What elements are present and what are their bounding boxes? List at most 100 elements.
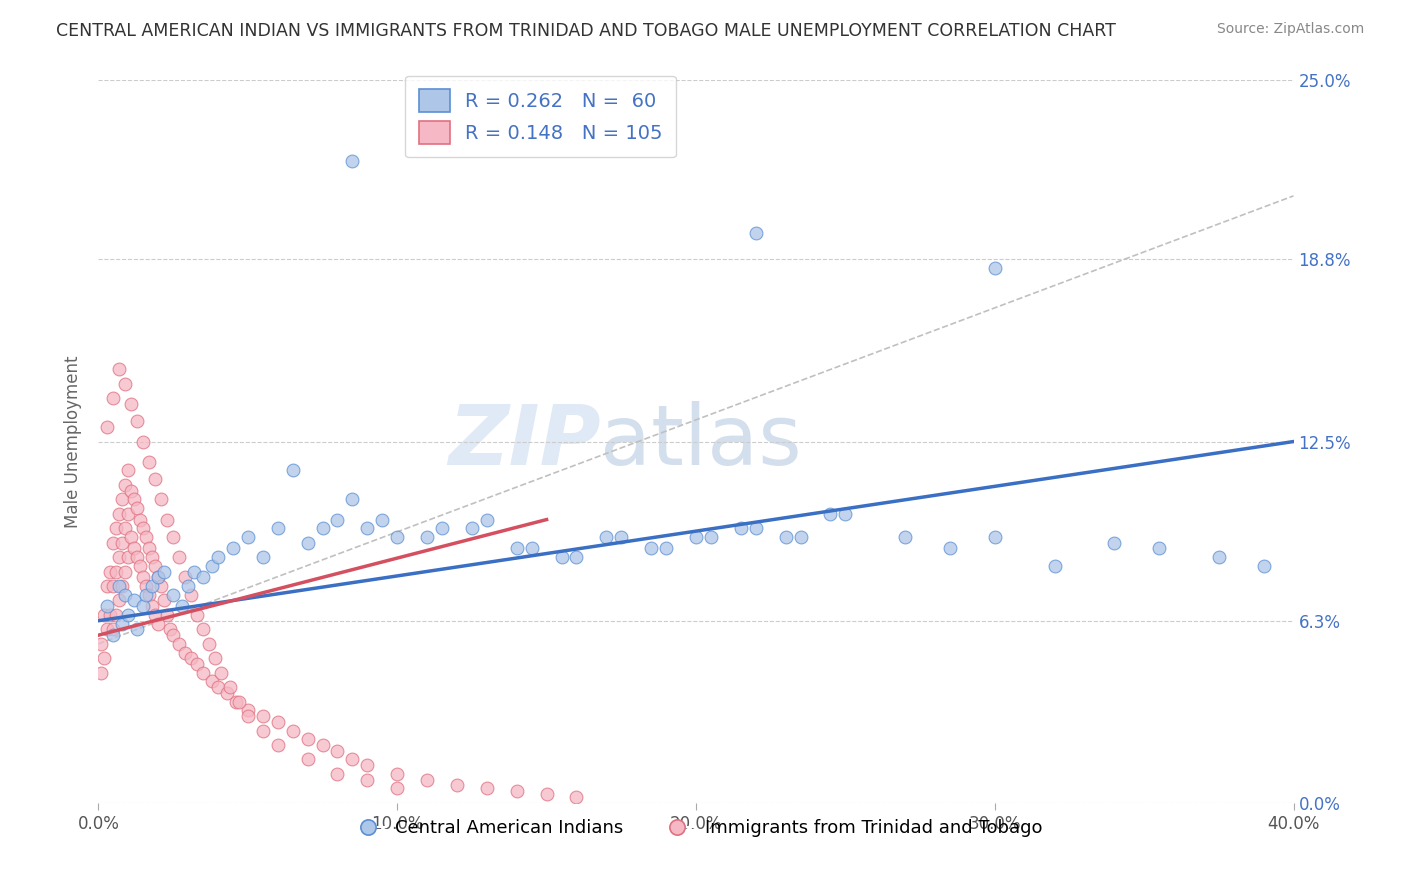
Point [135, 530, 157, 544]
Point [132, 570, 155, 584]
Point [416, 530, 439, 544]
Point [132, 434, 155, 449]
Point [236, 530, 259, 544]
Point [120, 397, 142, 411]
Point [228, 695, 250, 709]
Point [215, 686, 238, 700]
Point [730, 521, 752, 535]
Point [311, 521, 333, 535]
Point [222, 541, 245, 556]
Point [114, 521, 136, 535]
Point [820, 507, 842, 521]
Point [430, 521, 453, 535]
Point [114, 478, 136, 492]
Point [127, 501, 149, 516]
Point [225, 695, 247, 709]
Point [105, 565, 128, 579]
Point [150, 492, 173, 507]
Point [1147, 541, 1170, 556]
Point [111, 492, 134, 507]
Point [207, 680, 229, 694]
Point [506, 784, 529, 798]
Point [297, 535, 319, 549]
Point [111, 579, 134, 593]
Point [96, 420, 118, 434]
Point [148, 616, 170, 631]
Point [135, 588, 157, 602]
Point [141, 579, 163, 593]
Point [326, 512, 349, 526]
Point [96, 599, 118, 614]
Point [162, 588, 184, 602]
Point [520, 541, 543, 556]
Point [132, 521, 155, 535]
Point [475, 512, 498, 526]
Point [745, 227, 768, 241]
Point [236, 709, 259, 723]
Point [105, 607, 128, 622]
Point [117, 463, 139, 477]
Point [252, 709, 274, 723]
Point [252, 723, 274, 738]
Point [342, 752, 364, 766]
Point [141, 550, 163, 565]
Point [103, 623, 125, 637]
Point [201, 674, 224, 689]
Point [700, 530, 723, 544]
Point [93, 651, 115, 665]
Point [114, 565, 136, 579]
Point [124, 541, 146, 556]
Point [156, 512, 179, 526]
Point [204, 651, 226, 665]
Point [939, 541, 962, 556]
Point [111, 616, 134, 631]
Point [153, 565, 176, 579]
Point [475, 781, 498, 796]
Point [595, 530, 617, 544]
Point [342, 154, 364, 169]
Point [138, 588, 160, 602]
Point [98, 565, 122, 579]
Point [745, 521, 768, 535]
Point [120, 483, 142, 498]
Point [191, 570, 214, 584]
Point [148, 570, 170, 584]
Point [209, 665, 232, 680]
Point [984, 530, 1007, 544]
Point [108, 579, 131, 593]
Point [143, 472, 166, 486]
Point [120, 530, 142, 544]
Point [385, 767, 409, 781]
Point [96, 623, 118, 637]
Point [565, 790, 588, 805]
Point [114, 376, 136, 391]
Point [536, 787, 558, 801]
Point [201, 558, 224, 573]
Point [135, 579, 157, 593]
Point [124, 593, 146, 607]
Point [506, 541, 529, 556]
Point [326, 744, 349, 758]
Point [153, 593, 176, 607]
Point [281, 723, 304, 738]
Point [180, 588, 202, 602]
Point [789, 530, 811, 544]
Point [191, 623, 214, 637]
Point [550, 550, 572, 565]
Point [127, 623, 149, 637]
Point [342, 492, 364, 507]
Point [167, 550, 190, 565]
Point [129, 512, 152, 526]
Point [267, 521, 290, 535]
Point [186, 607, 208, 622]
Point [655, 541, 678, 556]
Point [219, 680, 242, 694]
Point [138, 455, 160, 469]
Point [93, 607, 115, 622]
Point [183, 565, 205, 579]
Point [252, 550, 274, 565]
Point [1104, 535, 1126, 549]
Point [565, 550, 588, 565]
Point [103, 628, 125, 642]
Point [446, 779, 468, 793]
